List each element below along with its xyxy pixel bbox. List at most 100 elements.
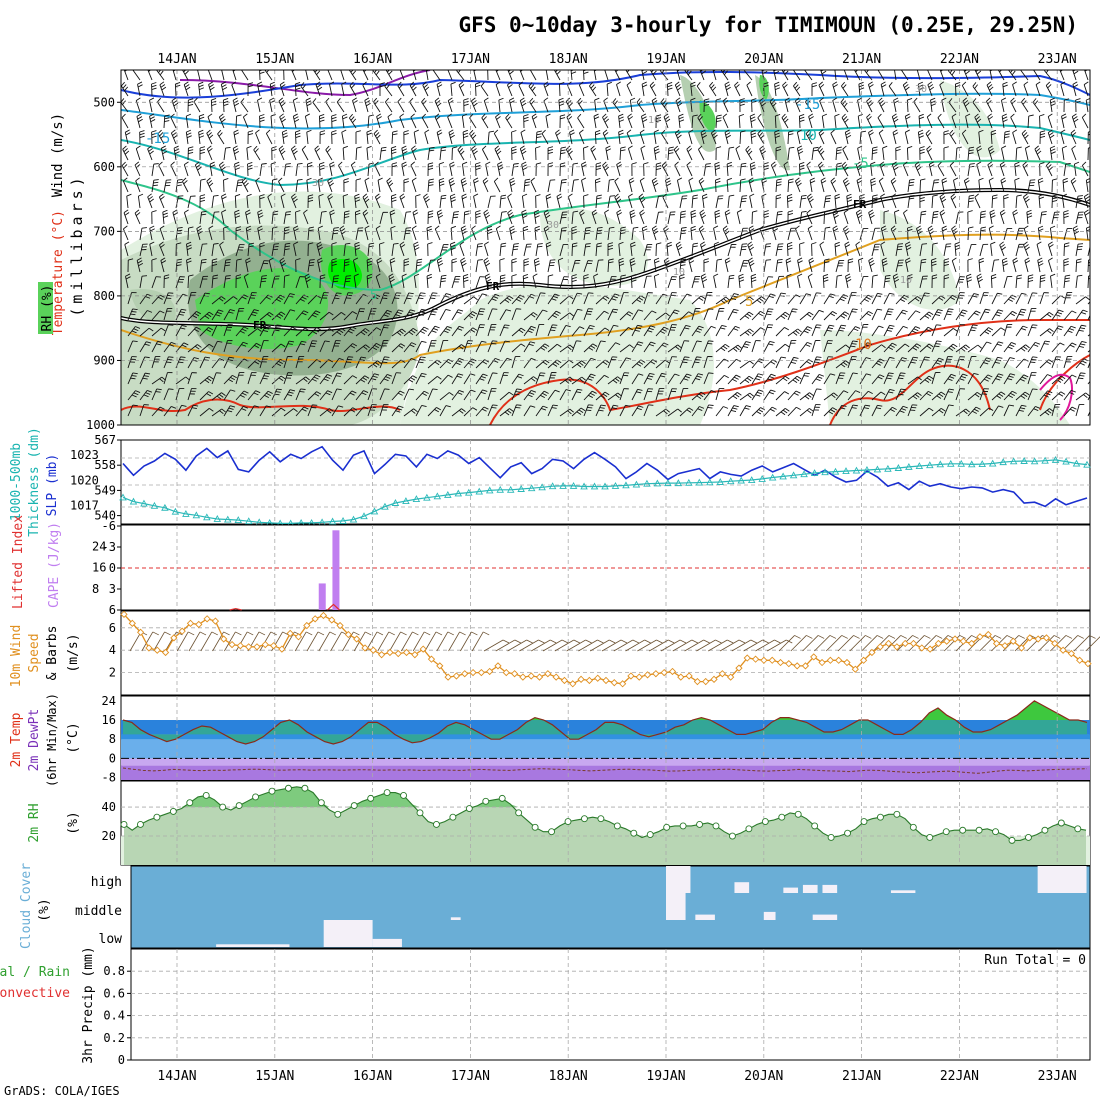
wind-barb [763,340,775,353]
wind-barb [931,357,944,369]
wind-barb [906,146,913,161]
wind-barb [265,129,273,145]
wind-barb [319,390,333,401]
wind-barb [619,226,626,241]
wind-barb [871,391,886,401]
wind-barb [750,273,757,289]
wind10-point [303,621,311,630]
date-label: 16JAN [353,1069,392,1084]
wind-barb [523,376,538,385]
wind-barb [619,388,629,401]
wind-barb [749,161,756,177]
wind-barb [122,145,130,161]
wind-barb [883,308,894,321]
wind-barb [175,242,182,257]
wind10-barb [424,631,443,652]
wind10-point [261,640,269,649]
cloud-block [216,944,290,947]
wind-barb [972,82,981,97]
wind-barb [834,241,841,257]
wind-barb [259,311,274,321]
thickness-point [234,516,243,524]
wind-barb [475,276,485,289]
wind-barb [221,193,227,209]
wind-barb [1015,325,1028,337]
wind-barb [883,372,894,385]
wind-barb [529,97,537,113]
wind-barb [819,241,825,257]
wind-barb [715,374,729,385]
rh2m-point [235,802,243,810]
wind10-barb [471,631,490,652]
wind-barb [972,98,981,113]
wind-barb [377,177,383,193]
wind-barb [710,129,718,145]
wind-barb [411,225,417,241]
wind10-point [693,677,702,686]
wind-barb [907,343,922,353]
wind10-barb [979,635,1002,652]
wind-barb [329,161,335,177]
wind-barb [583,373,596,385]
wind-barb [448,129,455,145]
wind-barb [187,274,194,289]
wind-barb [475,243,483,257]
wind-barb [247,82,254,97]
wind-barb [579,129,585,145]
wind-barb [462,273,469,289]
wind-barb [786,273,792,289]
wind-barb [175,276,185,289]
thickness-point [328,517,337,525]
wind-barb [859,357,871,369]
wind-barb [247,372,257,385]
wind10-point [136,628,145,636]
wind-barb [651,97,658,113]
wind-barb [1039,274,1046,289]
wind-barb [948,98,957,113]
wind-barb [233,129,240,145]
wind-barb [618,113,625,129]
wind-barb [640,145,646,161]
wind-barb [319,211,327,225]
wind-barb [951,113,957,129]
wind-barb [907,296,922,305]
wind-barb [804,70,813,81]
wind-barb [1085,178,1090,193]
wind-barb [318,193,324,209]
temp2m-label1: 2m Temp [9,712,24,767]
wind-barb [1061,145,1067,161]
wind-barb [595,242,602,257]
wind10-point [411,651,419,659]
wind-barb [127,340,138,353]
wind-barb [499,408,514,417]
wind-barb [1045,81,1053,97]
rh2m-point [942,828,950,836]
wind-barb [931,309,943,321]
wind-barb [883,210,890,225]
wind-barb [703,163,711,177]
wind-barb [253,145,261,161]
wind-barb [522,273,529,289]
wind-barb [355,227,364,241]
wind-barb [667,211,676,225]
wind-barb [847,258,854,273]
wind-barb [317,177,323,193]
wind-barb [880,81,887,97]
wind-barb [931,210,939,225]
temp-band [121,765,1090,780]
wind10-barb [436,631,454,652]
cloud-block [695,914,715,920]
wind-barb [390,194,397,209]
wind-barb [739,195,748,209]
wind-barb [713,273,719,289]
wind-barb [871,194,878,209]
wind-barb [739,375,754,385]
wind-barb [799,162,805,177]
wind-barb [196,225,203,241]
wind-barb [495,70,501,81]
wind-barb [211,392,226,401]
wind-barb [123,225,129,241]
contour-label: FR [853,198,867,211]
